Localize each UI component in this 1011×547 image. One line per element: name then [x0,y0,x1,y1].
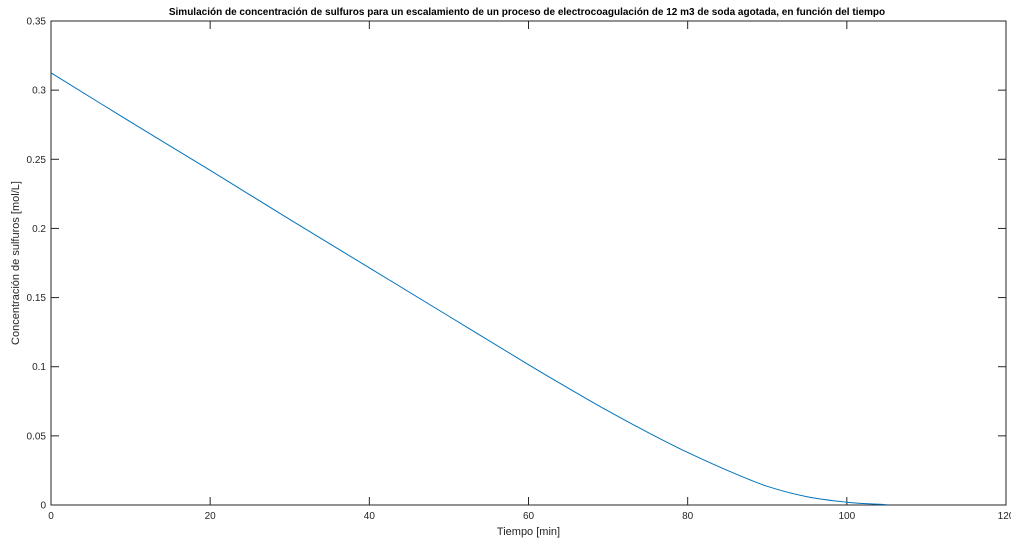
y-axis-ticks: 0 0.05 0.1 0.15 0.2 0.25 0.3 0.35 [27,17,1006,512]
y-axis-label: Concentración de sulfuros [mol/L] [10,181,22,345]
x-axis-label: Tiempo [min] [497,526,560,538]
y-tick-label: 0.35 [27,17,47,28]
x-tick-label: 100 [838,511,855,522]
x-tick-label: 40 [364,511,376,522]
axes-box [50,20,1007,506]
x-axis-ticks: 0 20 40 60 80 100 120 [48,21,1011,522]
y-tick-label: 0.25 [27,155,47,166]
y-tick-label: 0.05 [27,431,47,442]
x-tick-label: 120 [998,511,1011,522]
y-tick-label: 0.15 [27,293,47,304]
series-layer [50,72,887,506]
x-tick-label: 0 [48,511,54,522]
series-line [50,72,887,506]
y-tick-label: 0 [40,501,46,512]
chart-title: Simulación de concentración de sulfuros … [169,7,885,18]
x-tick-label: 60 [523,511,535,522]
y-tick-label: 0.3 [32,86,46,97]
y-tick-label: 0.1 [32,362,46,373]
x-tick-label: 80 [682,511,694,522]
x-tick-label: 20 [205,511,217,522]
y-tick-label: 0.2 [32,224,46,235]
